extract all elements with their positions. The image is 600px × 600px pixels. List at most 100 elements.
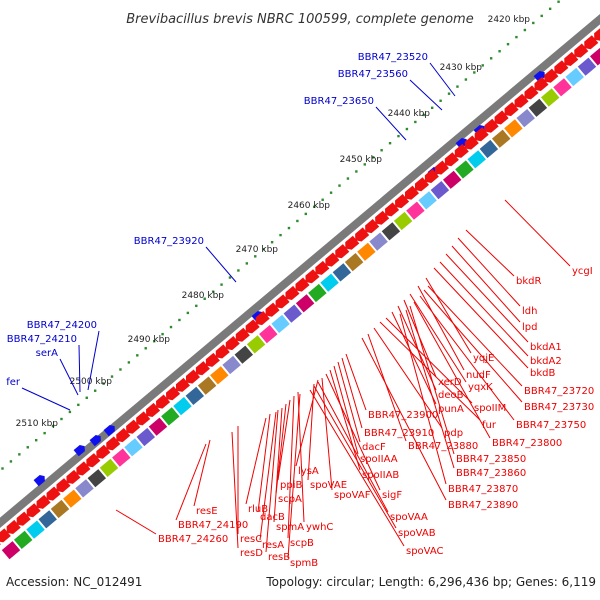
kbp-track-dot bbox=[169, 325, 173, 329]
kbp-track-dot bbox=[548, 7, 552, 11]
reverse-leader-line bbox=[231, 431, 239, 549]
cog-category-block bbox=[63, 489, 82, 508]
reverse-gene-label: dacF bbox=[362, 442, 386, 453]
cog-category-block bbox=[442, 170, 462, 189]
reverse-leader-line bbox=[457, 237, 521, 307]
cog-category-block bbox=[246, 335, 266, 354]
reverse-leader-line bbox=[373, 327, 443, 429]
kbp-dotted-track: 2420 kbp 2430 kbp 2440 kbp 2450 kbp 2460 kbp… bbox=[1, 0, 560, 470]
forward-leader-line bbox=[409, 79, 443, 111]
reverse-leader-line bbox=[259, 411, 277, 541]
kbp-track-dot bbox=[321, 198, 324, 201]
reverse-gene-label: BBR47_23890 bbox=[448, 500, 518, 511]
cog-category-block bbox=[393, 211, 413, 231]
reverse-gene-label: BBR47_23880 bbox=[408, 441, 478, 452]
cog-category-block bbox=[161, 407, 180, 426]
reverse-gene-label: scpB bbox=[290, 538, 314, 549]
reverse-gene-label: spmB bbox=[290, 558, 318, 569]
reverse-gene-label: spoIIAA bbox=[360, 454, 398, 465]
cog-category-block bbox=[528, 98, 548, 117]
reverse-gene-label: fur bbox=[482, 420, 497, 431]
reverse-gene-label: bkdA1 bbox=[530, 342, 562, 353]
kbp-track-dot bbox=[279, 233, 282, 237]
reverse-gene-label: resD bbox=[240, 548, 263, 559]
reverse-gene-label: BBR47_23720 bbox=[524, 386, 594, 397]
kbp-track-dot bbox=[540, 14, 543, 18]
cog-category-block bbox=[50, 499, 70, 519]
reverse-leader-line bbox=[451, 245, 521, 323]
reverse-leader-line bbox=[287, 393, 301, 559]
kbp-track-dot bbox=[211, 290, 215, 293]
cog-category-block bbox=[148, 417, 168, 436]
forward-gene-label: BBR47_23650 bbox=[304, 96, 374, 107]
kbp-track-dot bbox=[557, 0, 560, 3]
reverse-gene-label: spoVAB bbox=[398, 528, 436, 539]
kbp-track-dot bbox=[355, 170, 358, 173]
kbp-track-dot bbox=[405, 127, 409, 131]
reverse-leader-line bbox=[307, 383, 315, 481]
kbp-track-dot bbox=[144, 347, 147, 350]
kbp-track-dot bbox=[18, 453, 21, 456]
reverse-gene-label: BBR47_23850 bbox=[456, 454, 526, 465]
kbp-track-dot bbox=[515, 35, 518, 39]
diagram-title: Brevibacillus brevis NBRC 100599, comple… bbox=[126, 12, 473, 27]
cog-category-block bbox=[13, 530, 33, 549]
forward-gene-label: BBR47_24210 bbox=[7, 334, 77, 345]
cog-category-block bbox=[406, 201, 425, 220]
kbp-track-dot bbox=[119, 368, 122, 371]
forward-leader-line bbox=[87, 330, 100, 391]
cog-category-block bbox=[381, 222, 401, 241]
gene-labels: BBR47_23520 BBR47_23560 BBR47_23650 BBR47_2… bbox=[6, 52, 594, 569]
kbp-track-dot bbox=[363, 163, 366, 166]
cog-category-block bbox=[455, 160, 474, 179]
cog-category-block bbox=[369, 232, 388, 251]
kbp-track-dot bbox=[1, 467, 4, 470]
kbp-track-dot bbox=[68, 410, 72, 414]
kbp-track-dot bbox=[422, 113, 425, 117]
reverse-gene-label: resB bbox=[268, 552, 290, 563]
kbp-tick-label: 2480 kbp bbox=[182, 291, 225, 301]
forward-gene-arrow bbox=[89, 435, 101, 447]
kbp-tick-label: 2430 kbp bbox=[440, 63, 483, 73]
reverse-gene-label: nudF bbox=[466, 370, 491, 381]
kbp-track-dot bbox=[136, 354, 139, 357]
kbp-track-dot bbox=[498, 50, 501, 53]
cog-category-block bbox=[1, 541, 21, 560]
kbp-tick-label: 2500 kbp bbox=[70, 377, 113, 387]
reverse-leader-line bbox=[115, 509, 157, 535]
kbp-track-dot bbox=[313, 205, 316, 209]
cog-category-block bbox=[565, 67, 584, 87]
kbp-track-dot bbox=[414, 120, 417, 124]
cog-category-block bbox=[210, 366, 229, 385]
kbp-track-dot bbox=[93, 389, 97, 392]
kbp-tick-label: 2440 kbp bbox=[388, 109, 431, 119]
cog-category-block bbox=[259, 325, 278, 344]
kbp-tick-label: 2460 kbp bbox=[288, 201, 331, 211]
reverse-leader-line bbox=[419, 295, 515, 421]
cog-category-block bbox=[26, 520, 45, 539]
reverse-gene-label: BBR47_23800 bbox=[492, 438, 562, 449]
cog-category-block bbox=[197, 376, 217, 395]
cog-category-block bbox=[479, 139, 499, 159]
reverse-gene-label: resE bbox=[196, 506, 218, 517]
reverse-gene-label: resA bbox=[262, 540, 284, 551]
cog-category-block bbox=[357, 242, 376, 261]
kbp-track-dot bbox=[220, 283, 223, 286]
cog-category-block bbox=[467, 150, 486, 169]
reverse-gene-label: rluB bbox=[248, 504, 268, 515]
kbp-track-dot bbox=[464, 78, 468, 81]
kbp-tick-label: 2450 kbp bbox=[340, 155, 383, 165]
kbp-track-dot bbox=[60, 417, 63, 421]
kbp-track-dot bbox=[439, 99, 442, 102]
reverse-leader-line bbox=[321, 377, 333, 491]
reverse-leader-line bbox=[433, 267, 529, 369]
reverse-leader-line bbox=[409, 305, 455, 455]
reverse-gene-label: BBR47_23750 bbox=[516, 420, 586, 431]
cog-category-block bbox=[99, 458, 119, 477]
forward-gene-label: serA bbox=[36, 348, 58, 359]
kbp-track-dot bbox=[262, 248, 265, 251]
cog-category-block bbox=[577, 57, 597, 76]
reverse-gene-label: xerD bbox=[438, 377, 462, 388]
